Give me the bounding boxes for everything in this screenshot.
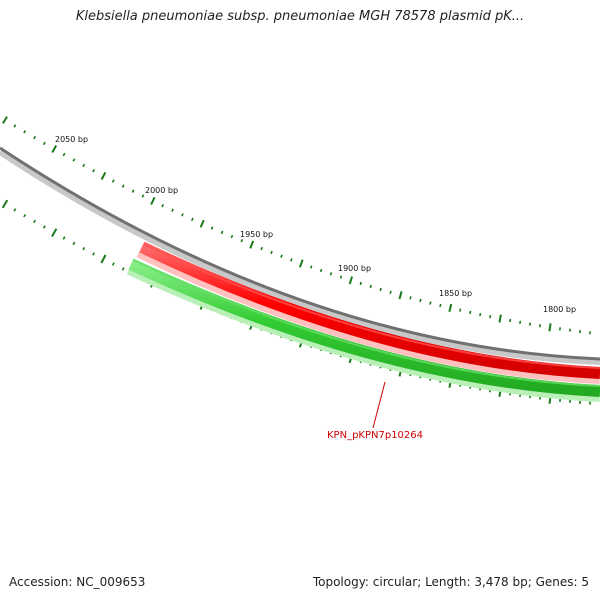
inner-tick — [23, 214, 27, 218]
inner-tick — [121, 267, 125, 271]
outer-tick — [230, 234, 234, 239]
outer-tick — [379, 287, 382, 292]
outer-tick — [100, 171, 107, 180]
gene-forward-highlight — [143, 243, 600, 369]
outer-tick — [13, 124, 17, 128]
outer-tick — [72, 158, 76, 162]
outer-tick — [121, 184, 125, 188]
outer-tick — [210, 226, 214, 230]
outer-tick — [150, 196, 156, 205]
outer-tick — [280, 254, 283, 258]
topology-text: Topology: circular; Length: 3,478 bp; Ge… — [312, 575, 589, 589]
outer-tick — [329, 272, 333, 276]
outer-tick — [82, 163, 86, 168]
outer-tick — [131, 189, 135, 193]
ruler-label: 2000 bp — [145, 186, 178, 195]
outer-tick — [459, 308, 462, 312]
accession-text: Accession: NC_009653 — [9, 575, 146, 589]
outer-tick — [309, 265, 313, 269]
outer-tick — [509, 318, 512, 323]
inner-tick — [100, 254, 107, 264]
outer-tick — [62, 152, 66, 157]
outer-tick — [389, 290, 392, 295]
outer-tick — [439, 303, 442, 308]
outer-tick — [409, 296, 412, 300]
inner-tick — [92, 252, 96, 256]
ruler-label: 1900 bp — [338, 264, 371, 273]
gene-forward-arc[interactable] — [139, 241, 600, 379]
inner-tick — [33, 219, 36, 224]
outer-tick — [161, 203, 165, 208]
inner-tick — [72, 241, 76, 246]
inner-tick — [42, 225, 46, 229]
outer-tick — [171, 208, 174, 212]
outer-tick — [498, 314, 502, 323]
gene-label-leader — [372, 381, 386, 429]
outer-tick — [448, 303, 453, 313]
outer-tick — [141, 194, 145, 198]
outer-tick — [33, 135, 36, 140]
inner-tick — [82, 247, 86, 251]
outer-tick — [23, 130, 27, 134]
outer-tick — [348, 276, 354, 285]
outer-tick — [489, 315, 492, 319]
outer-tick — [240, 238, 244, 243]
outer-tick — [419, 298, 422, 303]
outer-tick — [199, 219, 205, 228]
outer-tick — [479, 312, 482, 317]
ruler-label: 1850 bp — [439, 289, 472, 298]
gene-reverse-highlight — [132, 259, 600, 387]
gene-label[interactable]: KPN_pKPN7p10264 — [327, 430, 423, 441]
outer-tick — [190, 217, 194, 222]
outer-tick — [181, 213, 184, 217]
outer-tick — [51, 145, 58, 153]
outer-tick-ring — [2, 116, 591, 335]
outer-tick — [519, 320, 522, 324]
outer-tick — [319, 268, 323, 273]
backbone-line — [0, 146, 600, 361]
outer-tick — [339, 275, 343, 279]
inner-tick — [62, 236, 66, 240]
inner-tick — [111, 262, 115, 266]
outer-tick — [398, 291, 403, 300]
outer-tick — [529, 322, 532, 326]
ruler-label: 2050 bp — [55, 135, 88, 144]
inner-tick — [13, 208, 17, 212]
outer-tick — [42, 141, 46, 146]
outer-tick — [111, 179, 115, 183]
outer-tick — [92, 169, 96, 173]
outer-tick — [220, 230, 224, 235]
outer-tick — [290, 258, 293, 262]
outer-tick — [469, 310, 472, 315]
outer-tick — [2, 116, 8, 124]
backbone-shadow — [0, 149, 600, 365]
outer-tick — [369, 284, 372, 289]
outer-tick — [270, 250, 273, 255]
outer-tick — [359, 281, 362, 286]
gene-reverse-arc[interactable] — [128, 258, 600, 397]
map-title: Klebsiella pneumoniae subsp. pneumoniae … — [75, 9, 525, 24]
outer-tick — [429, 301, 432, 305]
outer-tick — [298, 259, 304, 268]
inner-tick — [51, 228, 58, 237]
ruler-label: 1800 bp — [543, 305, 576, 314]
outer-tick — [548, 323, 552, 332]
ruler-label: 1950 bp — [240, 230, 273, 239]
inner-tick — [1, 199, 9, 209]
outer-tick — [249, 240, 255, 249]
outer-tick — [539, 324, 542, 328]
outer-tick — [260, 246, 263, 251]
